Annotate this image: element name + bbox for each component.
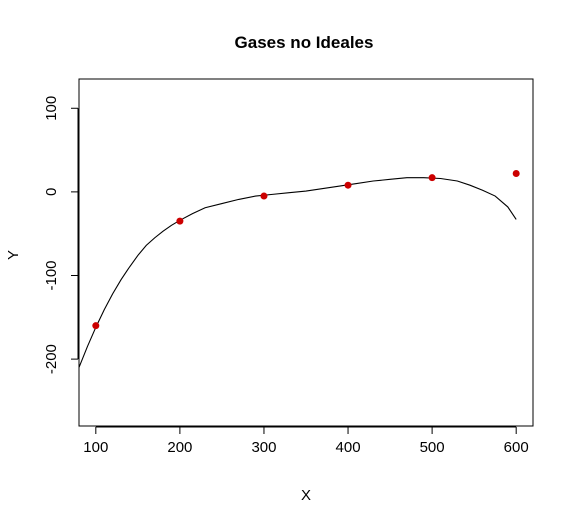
x-tick-label: 200: [167, 439, 192, 456]
data-point: [344, 181, 352, 189]
data-point: [176, 217, 184, 225]
x-tick-label: 500: [420, 439, 445, 456]
x-tick-label: 100: [83, 439, 108, 456]
data-points: [92, 169, 520, 330]
chart-title: Gases no Ideales: [235, 33, 374, 52]
data-point: [92, 322, 100, 330]
data-point: [428, 174, 436, 182]
x-axis: 100 200 300 400 500 600: [83, 426, 529, 456]
y-tick-label: 100: [43, 96, 60, 121]
x-axis-label: X: [301, 487, 311, 504]
y-axis-label: Y: [5, 250, 22, 260]
data-point: [260, 192, 268, 200]
x-tick-label: 600: [504, 439, 529, 456]
x-tick-label: 400: [336, 439, 361, 456]
plot-frame: [78, 78, 534, 427]
fit-curve-line: [78, 177, 517, 368]
fit-curve-group: [78, 177, 517, 368]
y-tick-label: -100: [43, 260, 60, 290]
y-axis: 100 0 -100 -200: [43, 96, 79, 374]
data-point: [512, 169, 520, 177]
y-tick-label: 0: [43, 188, 60, 196]
x-tick-label: 300: [251, 439, 276, 456]
y-tick-label: -200: [43, 344, 60, 374]
